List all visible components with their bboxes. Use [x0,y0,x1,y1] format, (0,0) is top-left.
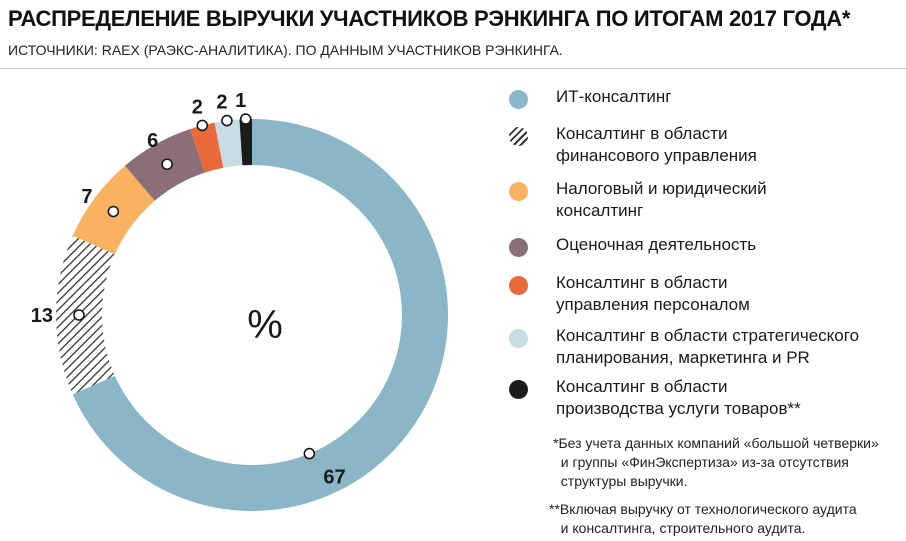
legend-label-line2: консалтинг [556,201,644,220]
value-label: 13 [31,305,53,327]
value-label: 1 [235,90,246,112]
legend-label-line2: управления персоналом [556,295,750,314]
footnote-2-line2: и консалтинга, строительного аудита. [549,520,806,536]
legend-item: Консалтинг в области управления персонало… [509,272,886,316]
legend-label-line2: финансового управления [556,146,757,165]
legend-swatch [509,276,528,295]
slice-marker [161,158,173,171]
legend-label-line2: планирования, маркетинга и PR [556,348,810,367]
legend-label-line1: Консалтинг в области [556,377,728,396]
legend-swatch [509,329,528,348]
center-label: % [247,303,283,347]
donut-slice-hr-management [190,122,224,173]
legend-swatch [509,182,528,201]
header-divider [0,68,906,69]
value-label: 2 [216,92,227,114]
value-label: 2 [192,96,203,118]
legend-item: Консалтинг в области производства услуги … [509,376,886,420]
donut-slice-production-services [239,119,252,166]
chart-title: РАСПРЕДЕЛЕНИЕ ВЫРУЧКИ УЧАСТНИКОВ РЭНКИНГ… [8,6,851,31]
footnote-1-line2: и группы «ФинЭкспертиза» из-за отсутстви… [553,454,849,470]
footnote-1-line3: структуры выручки. [553,473,688,489]
donut-slice-strategy-marketing-pr [214,119,243,168]
legend-label-line1: ИТ-консалтинг [556,87,672,106]
value-label: 7 [81,186,92,208]
legend-item: Налоговый и юридический консалтинг [509,178,886,222]
legend-label-line1: Оценочная деятельность [556,235,757,254]
legend-item: Оценочная деятельность [509,234,886,257]
legend-item: ИТ-консалтинг [509,86,886,109]
legend-label-line2: производства услуги товаров** [556,399,801,418]
slice-marker [221,114,233,127]
legend-swatch [509,238,528,257]
footnote-2-line1: **Включая выручку от технологического ау… [549,501,857,517]
slice-marker [107,205,120,218]
footnote-1-line1: *Без учета данных компаний «большой четв… [553,435,879,451]
slice-marker [239,113,252,125]
donut-slice-financial-management [55,235,115,395]
slice-marker [73,309,85,321]
chart-subtitle: ИСТОЧНИКИ: RAEX (РАЭКС-АНАЛИТИКА). ПО ДА… [8,42,563,58]
slice-marker [196,119,209,132]
value-label: 67 [323,467,345,489]
legend-label-line1: Консалтинг в области стратегического [556,326,860,345]
legend-label-line1: Налоговый и юридический [556,179,767,198]
legend-swatch [509,127,528,146]
value-label: 6 [147,130,158,152]
legend-label-line1: Консалтинг в области [556,124,728,143]
legend-item: Консалтинг в области финансового управлен… [509,123,886,167]
legend-label-line1: Консалтинг в области [556,273,728,292]
legend-item: Консалтинг в области стратегического план… [509,325,886,369]
legend-swatch [509,90,528,109]
slice-marker [303,447,316,460]
legend-swatch [509,380,528,399]
